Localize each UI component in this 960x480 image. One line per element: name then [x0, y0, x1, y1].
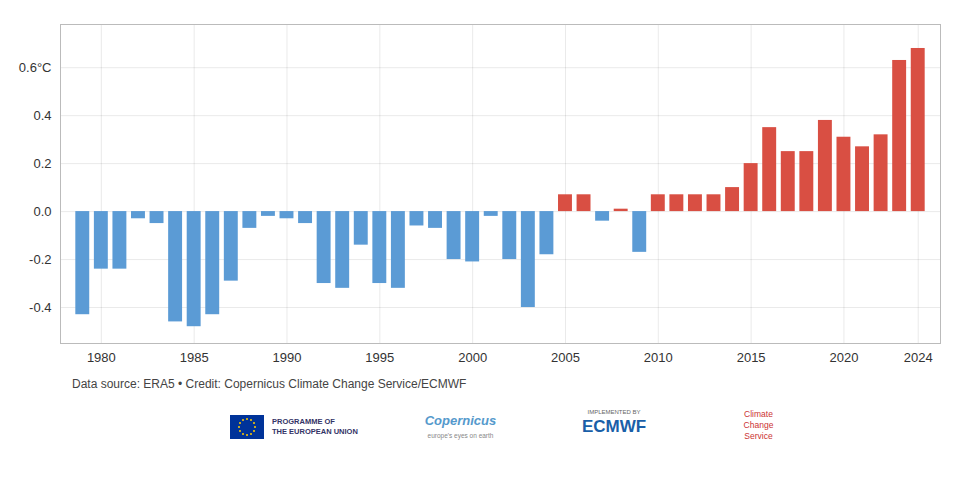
svg-text:1995: 1995: [365, 350, 394, 365]
svg-text:1990: 1990: [273, 350, 302, 365]
svg-text:0.4: 0.4: [33, 108, 51, 123]
svg-text:2005: 2005: [551, 350, 580, 365]
svg-text:2020: 2020: [829, 350, 858, 365]
svg-text:2024: 2024: [904, 350, 933, 365]
html-text:europe's eyes on earth: europe's eyes on earth: [427, 432, 494, 439]
svg-text:0.0: 0.0: [33, 204, 51, 219]
html-text:Data source: ERA5 • Credit: Co: Data source: ERA5 • Credit: Copernicus C…: [72, 377, 467, 391]
svg-text:0.2: 0.2: [33, 156, 51, 171]
svg-text:2000: 2000: [458, 350, 487, 365]
svg-text:-0.2: -0.2: [29, 252, 51, 267]
svg-text:1985: 1985: [180, 350, 209, 365]
svg-text:1980: 1980: [87, 350, 116, 365]
html-text:IMPLEMENTED BY: IMPLEMENTED BY: [587, 409, 641, 415]
svg-text:0.6°C: 0.6°C: [19, 60, 52, 75]
html-text:ECMWF: ECMWF: [581, 417, 647, 436]
svg-text:2015: 2015: [737, 350, 766, 365]
html-text:Climate Change Service: Climate Change Service: [743, 409, 774, 442]
html-text:PROGRAMME OF THE EUROPEAN UNIO: PROGRAMME OF THE EUROPEAN UNION: [272, 416, 358, 436]
html-text:Copernicus: Copernicus: [424, 413, 497, 428]
svg-text:-0.4: -0.4: [29, 300, 51, 315]
svg-text:2010: 2010: [644, 350, 673, 365]
